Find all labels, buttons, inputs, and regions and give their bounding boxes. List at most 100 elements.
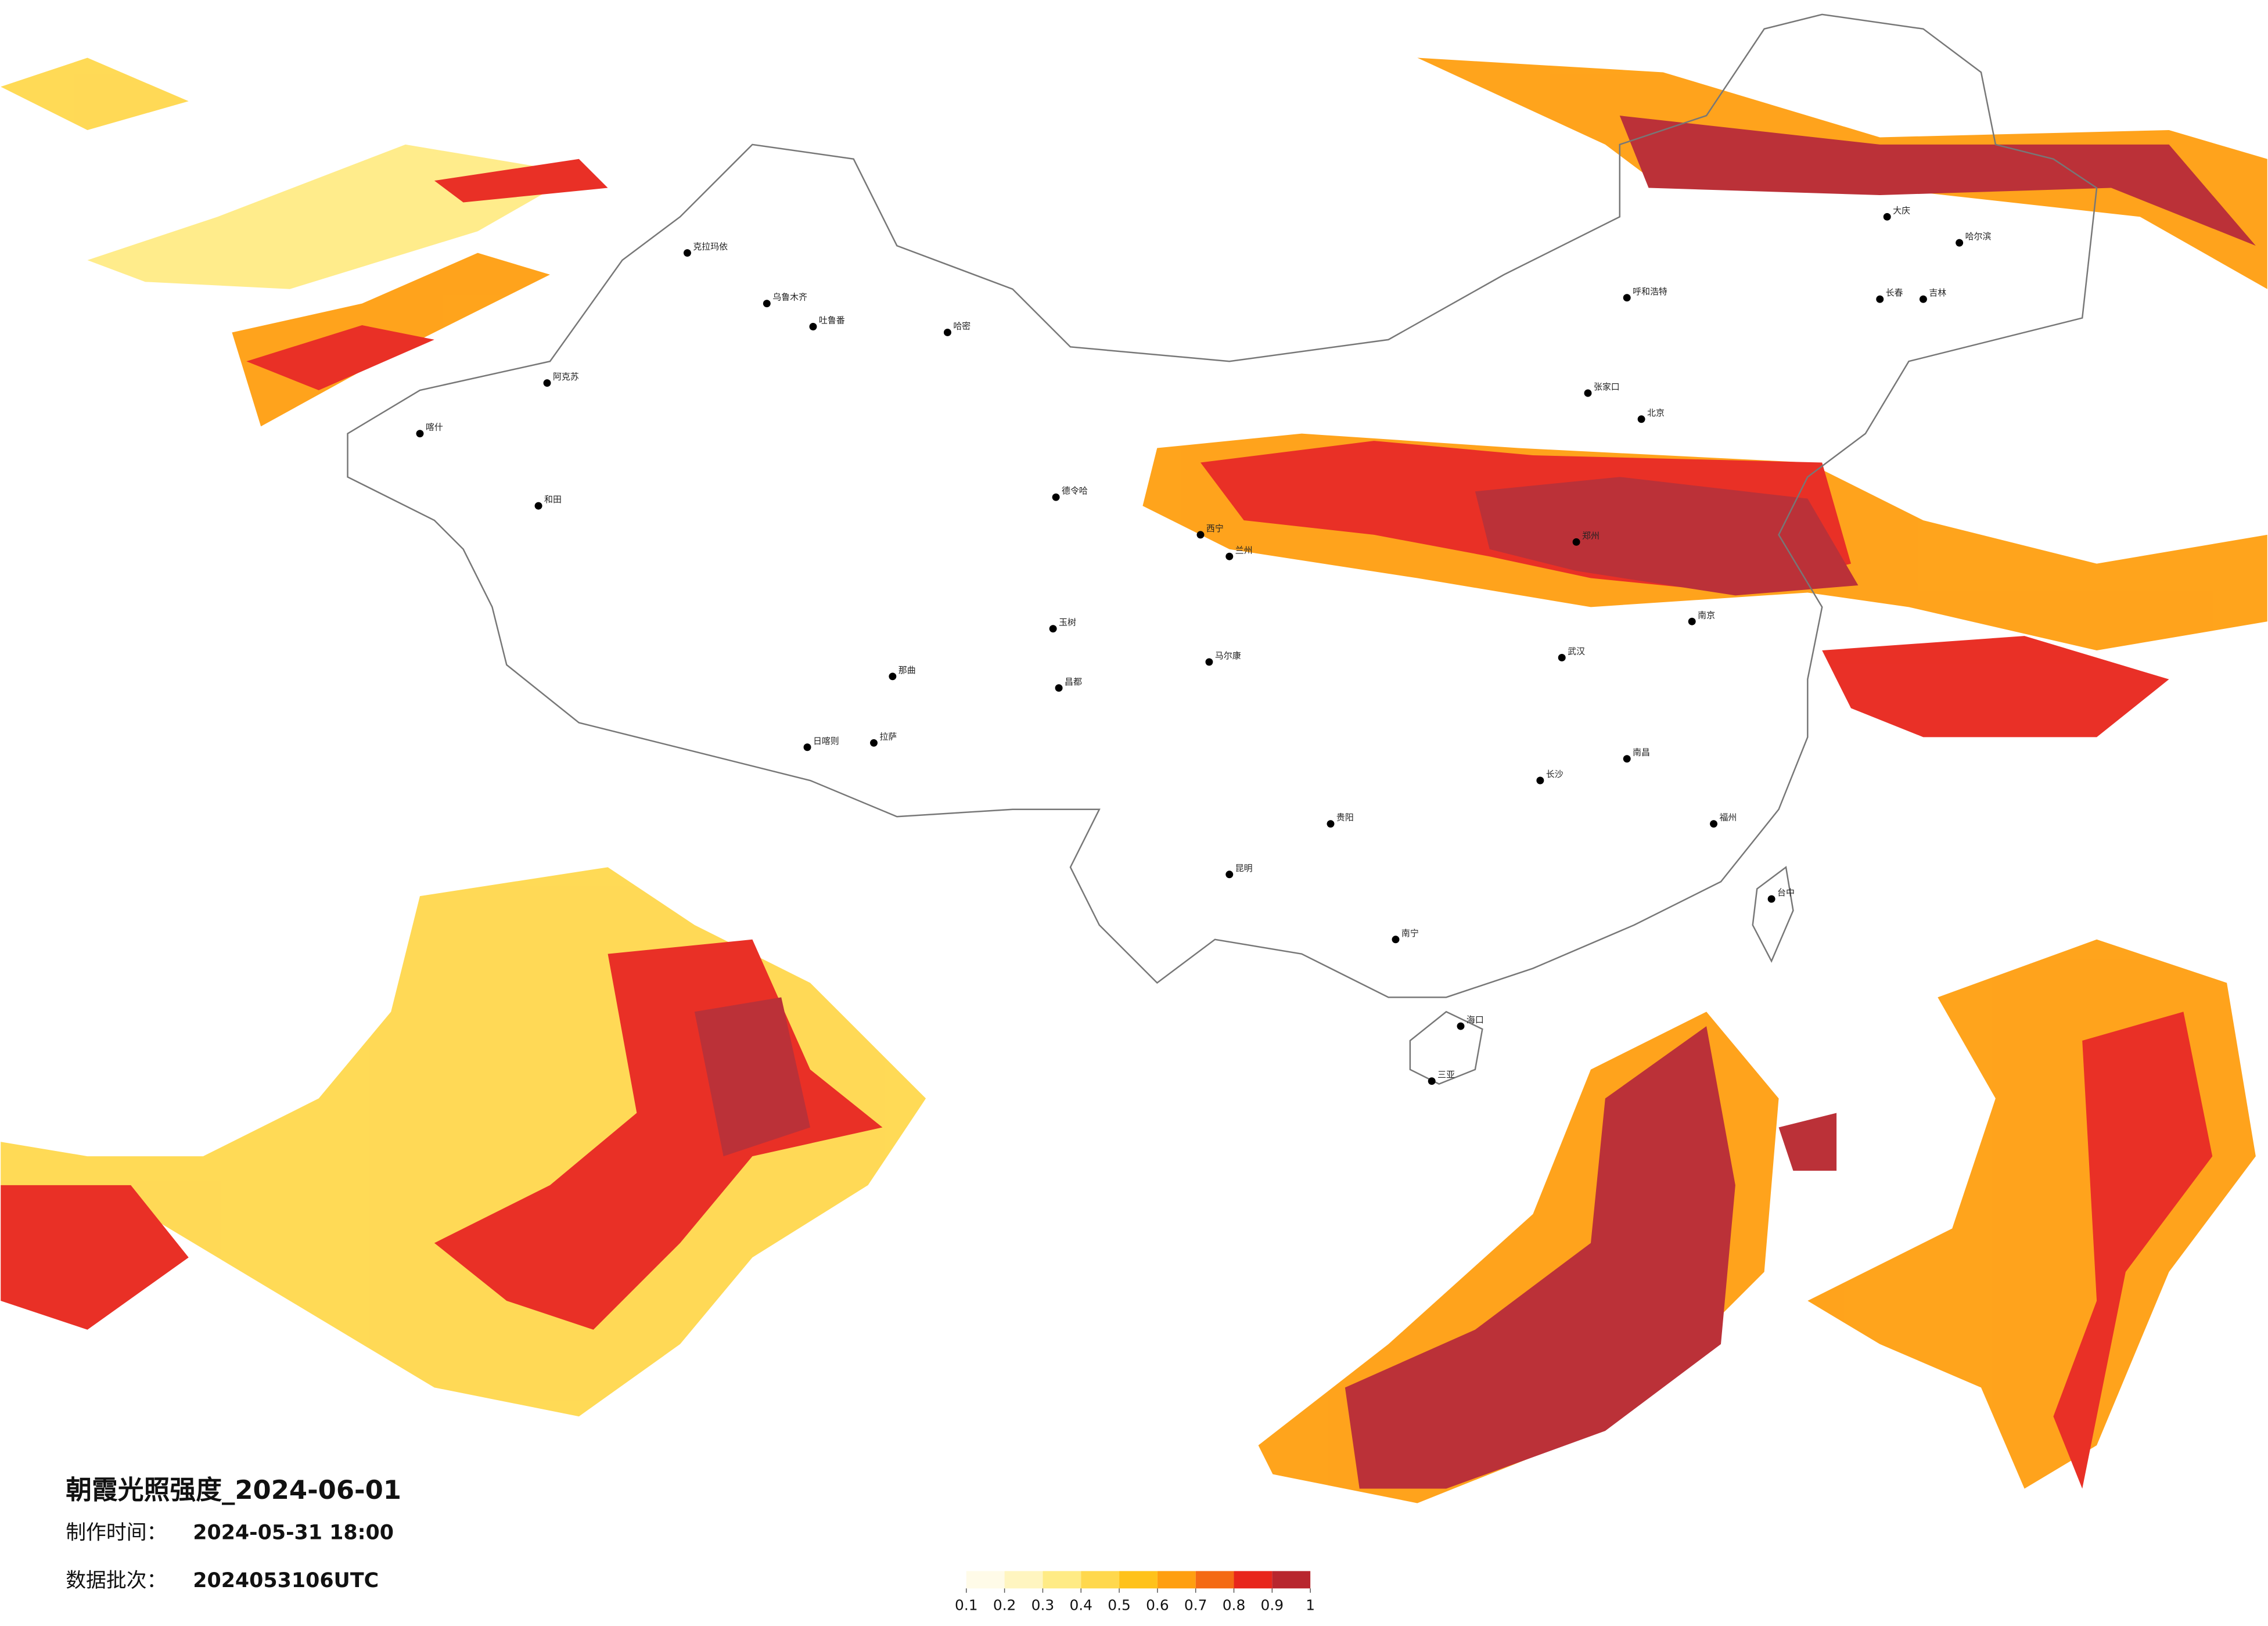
colorbar-label: 0.6: [1146, 1597, 1169, 1614]
city-label: 那曲: [898, 665, 916, 675]
city-dot: [1637, 415, 1645, 423]
city-label: 德令哈: [1062, 485, 1088, 496]
city-label: 郑州: [1582, 530, 1600, 541]
city-dot: [870, 739, 878, 747]
colorbar-swatch: [966, 1571, 1005, 1589]
city-label: 大庆: [1893, 205, 1910, 215]
colorbar-label: 0.4: [1069, 1597, 1092, 1614]
island-outline: [1752, 866, 1794, 963]
colorbar-swatch: [1043, 1571, 1081, 1589]
city-dot: [1623, 294, 1631, 302]
city-dot: [1956, 239, 1964, 247]
city-dot: [416, 430, 424, 438]
city-dot: [1919, 295, 1927, 303]
city-dot: [1052, 493, 1060, 501]
colorbar-label: 0.8: [1223, 1597, 1246, 1614]
city-label: 西宁: [1206, 523, 1224, 534]
city-dot: [1536, 776, 1544, 785]
city-dot: [683, 249, 691, 257]
city-label: 武汉: [1568, 646, 1585, 656]
city-label: 喀什: [426, 422, 443, 433]
city-label: 三亚: [1437, 1070, 1455, 1080]
island-outline: [1409, 1010, 1483, 1085]
city-dot: [1225, 870, 1234, 879]
city-label: 克拉玛依: [693, 242, 728, 252]
colorbar-label: 0.3: [1031, 1597, 1055, 1614]
colorbar: 0.1 0.2 0.3 0.4 0.5 0.6 0.7 0.8 0.9 1: [955, 1571, 1315, 1614]
made-value: 2024-05-31 18:00: [193, 1521, 394, 1545]
colorbar-label: 0.5: [1108, 1597, 1131, 1614]
city-dot: [1049, 625, 1057, 633]
colorbar-swatch: [1081, 1571, 1120, 1589]
city-dot: [1572, 538, 1580, 546]
colorbar-swatch: [1234, 1571, 1273, 1589]
colorbar-label: 0.2: [993, 1597, 1016, 1614]
city-dot: [1876, 295, 1884, 303]
colorbar-label: 0.9: [1261, 1597, 1284, 1614]
city-dot: [1767, 895, 1775, 903]
city-label: 哈尔滨: [1965, 231, 1992, 242]
city-dot: [943, 328, 951, 336]
map-title: 朝霞光照强度_2024-06-01: [66, 1474, 401, 1505]
colorbar-label: 0.1: [955, 1597, 978, 1614]
city-label: 乌鲁木齐: [772, 292, 807, 303]
colorbar-swatch: [1119, 1571, 1158, 1589]
city-label: 福州: [1720, 812, 1737, 823]
colorbar-label: 1: [1306, 1597, 1315, 1614]
city-dot: [1457, 1022, 1465, 1030]
batch-label: 数据批次：: [66, 1569, 167, 1592]
city-label: 拉萨: [879, 731, 897, 742]
city-dot: [1710, 820, 1718, 828]
colorbar-swatch: [1195, 1571, 1234, 1589]
made-label: 制作时间：: [66, 1521, 167, 1545]
city-label: 阿克苏: [553, 372, 579, 382]
city-label: 南宁: [1401, 928, 1419, 938]
city-label: 台中: [1777, 887, 1795, 898]
city-label: 哈密: [953, 321, 971, 331]
city-dot: [1883, 213, 1891, 221]
city-label: 长春: [1886, 287, 1903, 298]
city-dot: [1558, 653, 1566, 661]
intensity-field: [1, 57, 2267, 1503]
country-outline: [347, 13, 2098, 998]
city-dot: [1196, 531, 1205, 539]
batch-value: 2024053106UTC: [193, 1569, 379, 1592]
city-label: 昌都: [1065, 677, 1082, 687]
city-dot: [1225, 552, 1234, 560]
city-label: 玉树: [1059, 617, 1076, 628]
city-dot: [889, 672, 897, 681]
city-label: 长沙: [1546, 769, 1563, 779]
city-label: 海口: [1467, 1015, 1484, 1025]
city-dot: [534, 502, 542, 510]
city-label: 呼和浩特: [1633, 286, 1667, 297]
city-label: 南昌: [1633, 747, 1650, 758]
city-label: 吐鲁番: [819, 315, 845, 326]
city-label: 贵阳: [1336, 812, 1354, 823]
city-label: 马尔康: [1215, 650, 1241, 661]
city-label: 北京: [1647, 408, 1665, 418]
city-label: 日喀则: [813, 736, 839, 746]
city-label: 兰州: [1235, 545, 1253, 555]
city-label: 和田: [544, 494, 562, 505]
city-dot: [1327, 820, 1335, 828]
city-dot: [1205, 658, 1213, 666]
city-label: 昆明: [1235, 863, 1253, 873]
city-label: 吉林: [1929, 287, 1946, 298]
city-dot: [763, 300, 771, 308]
city-dot: [1392, 936, 1400, 944]
city-dot: [543, 379, 551, 387]
city-dot: [803, 743, 811, 751]
colorbar-swatch: [1004, 1571, 1043, 1589]
city-dot: [1623, 755, 1631, 763]
colorbar-label: 0.7: [1184, 1597, 1207, 1614]
city-label: 张家口: [1594, 382, 1620, 392]
city-dot: [1688, 617, 1696, 625]
city-label: 南京: [1698, 610, 1715, 620]
city-dot: [809, 323, 817, 330]
colorbar-swatch: [1157, 1571, 1196, 1589]
city-dot: [1584, 389, 1592, 397]
city-dot: [1428, 1077, 1436, 1085]
